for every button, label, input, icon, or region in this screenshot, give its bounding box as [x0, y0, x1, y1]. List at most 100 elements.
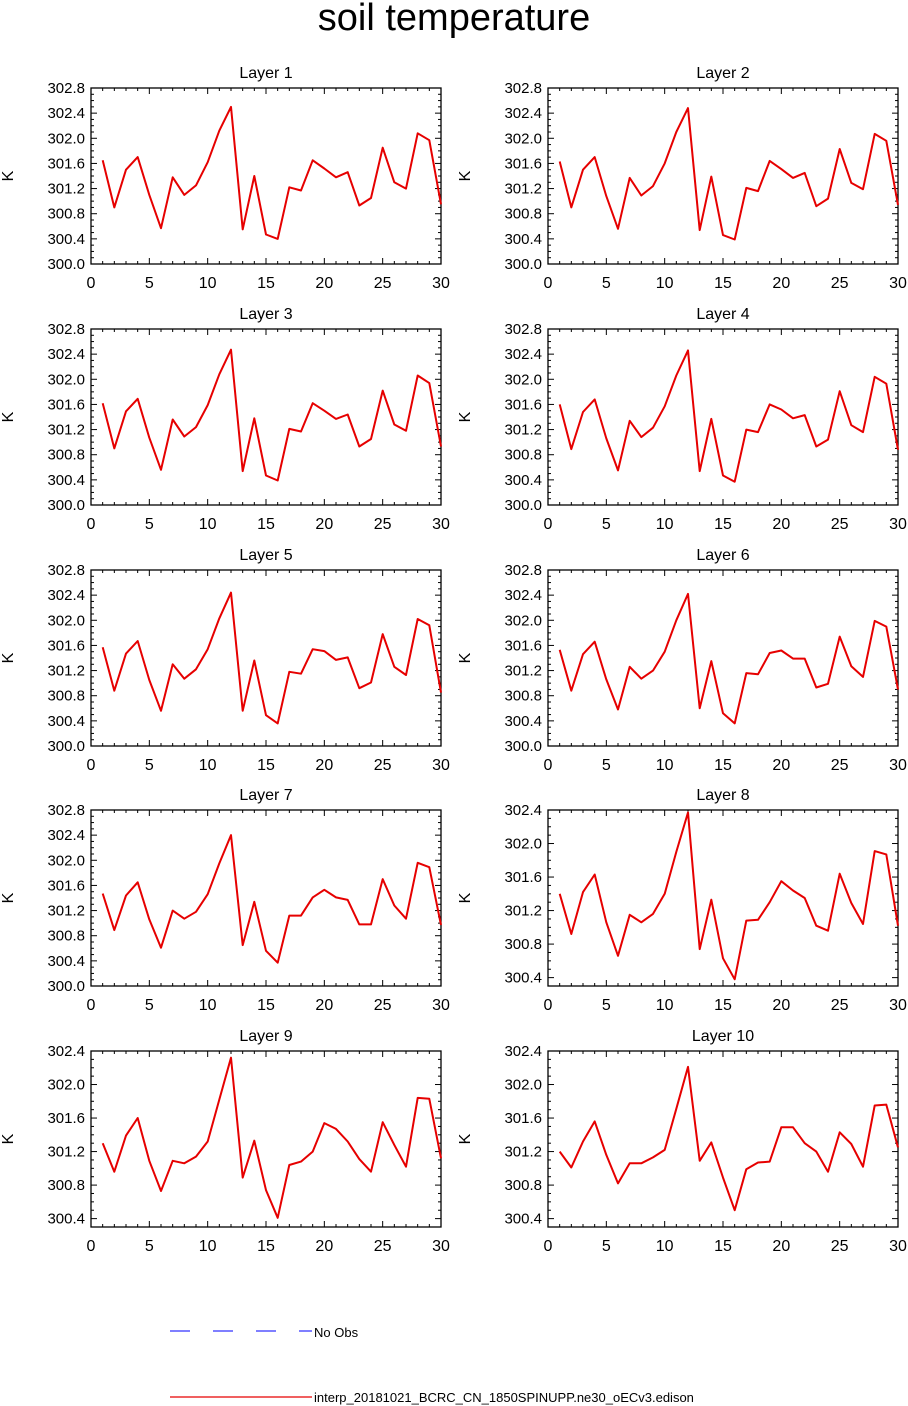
layer-7-ytick-label: 300.8: [47, 928, 85, 945]
layer-1-xtick-label: 5: [145, 275, 154, 292]
layer-10-xtick-label: 15: [714, 1238, 732, 1255]
layer-8-ytick-label: 302.0: [504, 836, 542, 853]
layer-6-xtick-label: 25: [831, 757, 849, 774]
layer-5-ytick-label: 302.0: [47, 612, 85, 629]
layer-7-plot-frame: [90, 809, 442, 987]
layer-4-series-line: [558, 349, 899, 483]
layer-9-ylabel: K: [0, 1133, 17, 1144]
layer-1-xtick-label: 15: [257, 275, 275, 292]
layer-7-xtick-label: 20: [315, 997, 333, 1014]
layer-10-ytick-label: 300.4: [504, 1211, 542, 1228]
layer-4-ytick-label: 300.4: [504, 472, 542, 489]
layer-4-xtick-label: 20: [772, 516, 790, 533]
layer-9-xtick-label: 0: [87, 1238, 96, 1255]
layer-2-ytick-label: 302.8: [504, 80, 542, 97]
layer-6-xtick-label: 30: [889, 757, 907, 774]
layer-1-ytick-label: 302.0: [47, 130, 85, 147]
layer-3-ytick-label: 301.6: [47, 396, 85, 413]
layer-4-title: Layer 4: [696, 306, 749, 323]
layer-3-ytick-label: 300.4: [47, 472, 85, 489]
layer-10-xtick-label: 10: [656, 1238, 674, 1255]
layer-2-xtick-label: 10: [656, 275, 674, 292]
layer-1-plot-frame: [90, 87, 442, 265]
layer-2-title: Layer 2: [696, 65, 749, 82]
layer-5-title: Layer 5: [239, 547, 292, 564]
layer-2-xtick-label: 5: [602, 275, 611, 292]
layer-5-xtick-label: 20: [315, 757, 333, 774]
layer-3-ytick-label: 302.8: [47, 321, 85, 338]
layer-4-xtick-label: 0: [544, 516, 553, 533]
layer-8-xtick-label: 5: [602, 997, 611, 1014]
layer-2-series-line: [558, 107, 899, 241]
layer-5-series-line: [101, 591, 442, 725]
layer-9-plot-frame: [90, 1050, 442, 1228]
layer-9-title: Layer 9: [239, 1028, 292, 1045]
layer-1-title: Layer 1: [239, 65, 292, 82]
layer-10-ytick-label: 302.0: [504, 1077, 542, 1094]
layer-3-ytick-label: 302.0: [47, 371, 85, 388]
layer-4-plot-frame: [547, 328, 899, 506]
layer-7-xtick-label: 25: [374, 997, 392, 1014]
layer-8-ytick-label: 300.8: [504, 936, 542, 953]
legend-obs-label: No Obs: [314, 1325, 359, 1340]
layer-6-ytick-label: 302.0: [504, 612, 542, 629]
layer-5-ytick-label: 300.0: [47, 738, 85, 755]
layer-2-xtick-label: 25: [831, 275, 849, 292]
layer-4-xtick-label: 5: [602, 516, 611, 533]
layer-6-ylabel: K: [457, 652, 474, 663]
layer-10-plot-frame: [547, 1050, 899, 1228]
layer-3-xtick-label: 5: [145, 516, 154, 533]
layer-6-ytick-label: 302.4: [504, 587, 542, 604]
layer-6-xtick-label: 5: [602, 757, 611, 774]
layer-3-xtick-label: 0: [87, 516, 96, 533]
layer-5-ytick-label: 302.8: [47, 562, 85, 579]
layer-9-ytick-label: 302.4: [47, 1043, 85, 1060]
layer-5-xtick-label: 25: [374, 757, 392, 774]
layer-6-xtick-label: 15: [714, 757, 732, 774]
layer-3-xtick-label: 30: [432, 516, 450, 533]
layer-9-xtick-label: 20: [315, 1238, 333, 1255]
layer-2-ytick-label: 301.6: [504, 155, 542, 172]
layer-6-xtick-label: 20: [772, 757, 790, 774]
layer-3-xtick-label: 25: [374, 516, 392, 533]
layer-7-xtick-label: 10: [199, 997, 217, 1014]
layer-8-xtick-label: 25: [831, 997, 849, 1014]
layer-5-ytick-label: 302.4: [47, 587, 85, 604]
layer-4-ytick-label: 302.0: [504, 371, 542, 388]
layer-2-xtick-label: 0: [544, 275, 553, 292]
layer-8-xtick-label: 15: [714, 997, 732, 1014]
layer-5-xtick-label: 0: [87, 757, 96, 774]
layer-10-ylabel: K: [457, 1133, 474, 1144]
layer-6-series-line: [558, 592, 899, 725]
layer-3-ylabel: K: [0, 411, 17, 422]
layer-10-xtick-label: 0: [544, 1238, 553, 1255]
layer-1-ytick-label: 301.6: [47, 155, 85, 172]
layer-9-xtick-label: 15: [257, 1238, 275, 1255]
layer-8-ylabel: K: [457, 892, 474, 903]
layer-1-ytick-label: 301.2: [47, 181, 85, 198]
layer-2-xtick-label: 30: [889, 275, 907, 292]
layer-5-ylabel: K: [0, 652, 17, 663]
layer-7-xtick-label: 5: [145, 997, 154, 1014]
layer-6-ytick-label: 301.2: [504, 663, 542, 680]
layer-8-ytick-label: 300.4: [504, 970, 542, 987]
layer-5-xtick-label: 10: [199, 757, 217, 774]
layer-9-ytick-label: 301.2: [47, 1144, 85, 1161]
layer-10-xtick-label: 5: [602, 1238, 611, 1255]
layer-8-series-line: [558, 811, 899, 981]
layer-3-plot-frame: [90, 328, 442, 506]
layer-2-ytick-label: 300.4: [504, 231, 542, 248]
layer-8-ytick-label: 301.2: [504, 903, 542, 920]
layer-3-series-line: [101, 348, 442, 482]
layer-10-ytick-label: 301.6: [504, 1110, 542, 1127]
layer-4-ytick-label: 302.4: [504, 346, 542, 363]
layer-8-plot-frame: [547, 809, 899, 987]
layer-1-series-line: [101, 105, 442, 240]
layer-4-ytick-label: 300.8: [504, 447, 542, 464]
layer-1-ytick-label: 300.0: [47, 256, 85, 273]
layer-4-ytick-label: 300.0: [504, 497, 542, 514]
layer-6-ytick-label: 300.8: [504, 688, 542, 705]
layer-10-title: Layer 10: [692, 1028, 754, 1045]
layer-1-ylabel: K: [0, 170, 17, 181]
layer-3-ytick-label: 300.8: [47, 447, 85, 464]
